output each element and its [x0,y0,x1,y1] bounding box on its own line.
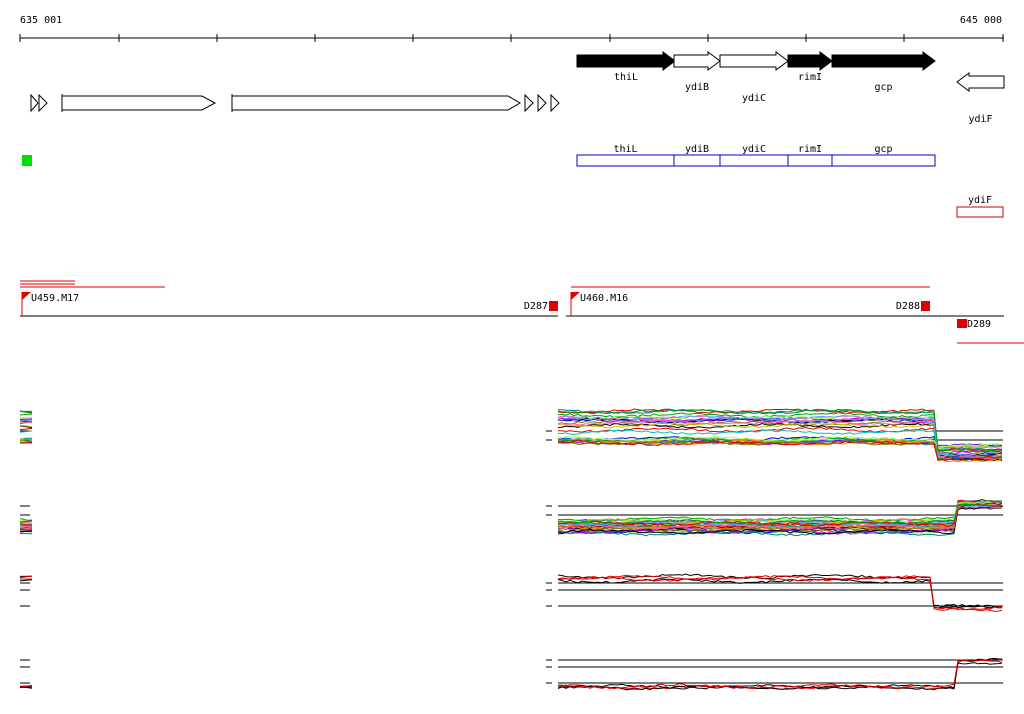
track-line [557,429,1003,459]
track-stub [19,523,33,526]
track-line [557,422,1003,449]
green-marker [22,155,32,166]
transcript-label: ydiC [742,144,766,155]
track-stub [19,525,33,528]
track-line [557,408,1003,462]
track-stub [19,410,33,414]
feature-arrow [537,93,547,113]
gene-arrow [576,51,676,71]
track-stub [19,439,33,442]
gene-label: thiL [614,72,638,83]
ruler-end: 645 000 [960,15,1002,26]
track-line [557,659,1003,690]
track-line [557,419,1003,460]
track-line [557,657,1003,691]
transcript-box [719,154,789,167]
transcript-box [831,154,936,167]
track-stub [19,424,33,428]
transcript-label: rimI [798,144,822,155]
transcript-label: ydiB [685,144,709,155]
track-line [557,576,1003,611]
track-line [558,502,1003,530]
gene-arrow [831,51,936,71]
flag [22,292,31,300]
feature-arrow [550,93,560,113]
marker-label: U459.M17 [31,293,79,304]
track-line [557,420,1003,462]
flag [571,292,580,300]
transcript-box [673,154,721,167]
transcript-label: ydiF [968,195,992,206]
track-line [557,412,1003,454]
track-line [557,500,1003,528]
marker-label: D289 [967,319,991,330]
track-line [557,578,1003,608]
track-stub [19,421,33,423]
feature-arrow [38,93,48,113]
track-line [557,574,1003,612]
track-stub [19,518,33,522]
marker-box [921,301,930,311]
track-line [557,503,1003,522]
track-stub [19,430,33,433]
transcript-label: gcp [874,144,892,155]
track-line [557,417,1003,457]
track-stub [19,436,33,440]
track-line [557,440,1002,461]
track-stub [19,413,33,416]
track-stub [19,425,33,429]
marker-box [957,319,967,328]
track-stub [19,520,33,523]
track-line [557,499,1003,528]
track-line [557,415,1002,453]
feature-arrow [61,95,217,111]
track-stub [19,575,33,579]
track-line [557,500,1003,535]
feature-arrow [30,93,39,113]
track-stub [19,686,33,688]
left-features [30,93,560,113]
track-line [557,435,1003,461]
gene-label: rimI [798,72,822,83]
track-stub [19,530,33,533]
track-line [557,506,1003,535]
marker-label: U460.M16 [580,293,628,304]
marker-label: D288 [896,301,920,312]
track-line [557,414,1003,450]
transcript-box [956,206,1004,218]
gene-label: gcp [874,82,892,93]
track-line [557,503,1002,525]
gene-arrow [673,51,721,71]
transcript-box [576,154,675,167]
track-line [557,501,1003,524]
track-line [558,426,1003,453]
gene-arrow [719,51,789,71]
feature-arrow [231,95,521,111]
gene-label: ydiF [968,114,992,125]
gene-arrow [787,51,833,71]
ruler-start: 635 001 [20,15,62,26]
feature-arrow [524,93,534,113]
track-line [557,436,1003,448]
track-line [557,422,1003,462]
track-stub [19,416,33,419]
track-stub [19,579,33,582]
track-line [557,502,1003,527]
gene-label: ydiB [685,82,709,93]
track-line [557,408,1002,452]
track-stub [19,427,33,431]
track-line [557,440,1003,452]
marker-label: D287 [524,301,548,312]
gene-arrow [956,72,1005,92]
transcript-label: thiL [613,144,637,155]
gene-label: ydiC [742,93,766,104]
track-line [557,408,1003,461]
track-line [558,500,1003,537]
expression-tracks [19,408,1003,691]
marker-box [549,301,558,311]
transcript-box [787,154,833,167]
